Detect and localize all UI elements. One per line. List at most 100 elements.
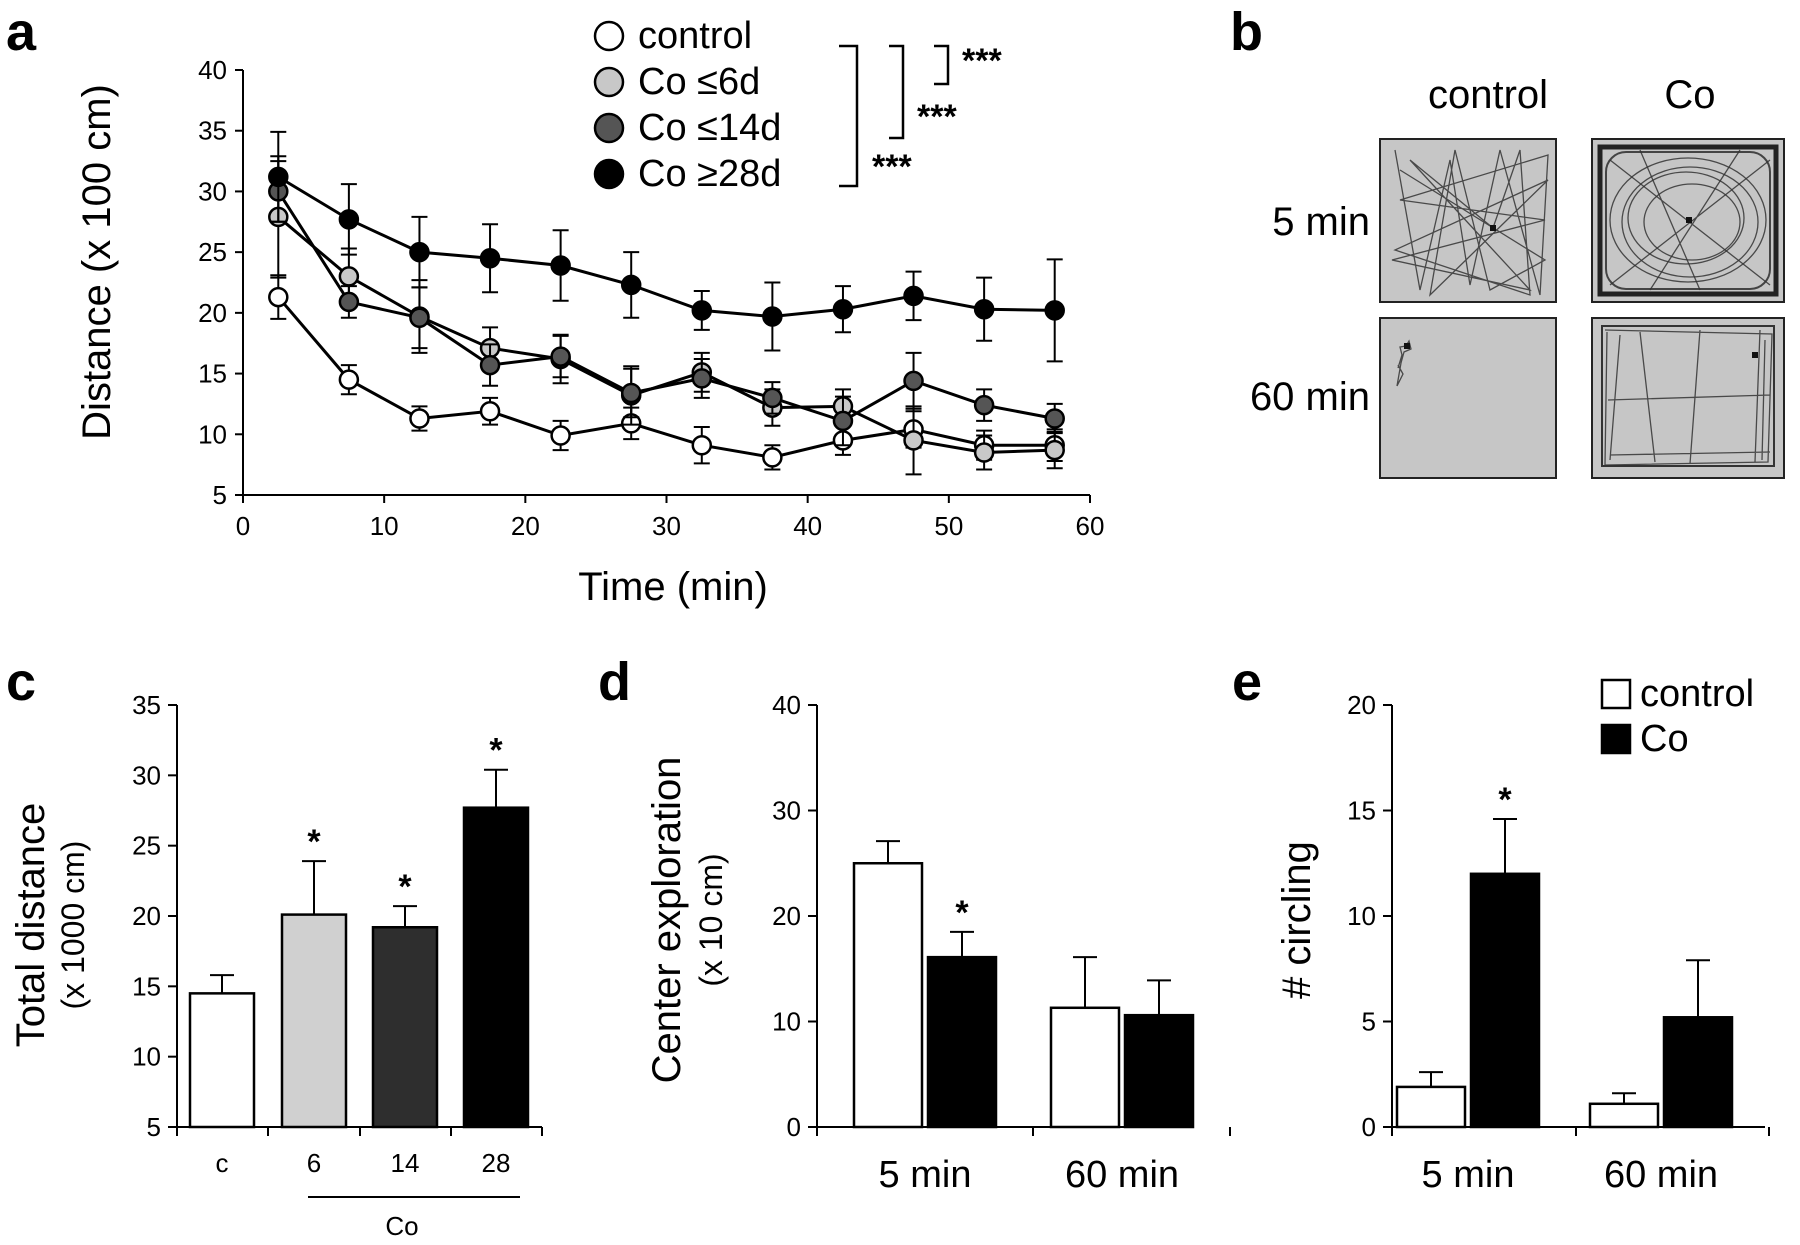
panel-a-ytick-label: 40: [198, 55, 227, 85]
data-point: [620, 274, 642, 296]
ytick-label: 5: [147, 1112, 161, 1142]
panel-a-ytick-label: 30: [198, 176, 227, 206]
data-point: [832, 298, 854, 320]
panel-letter-a: a: [6, 2, 37, 62]
category-label: c: [216, 1148, 229, 1178]
data-point: [903, 430, 924, 451]
panel-c-plot: 5 10 15 20 25 30 35 c * 6 * 14 * 28: [132, 690, 543, 1198]
ytick-label: 5: [1362, 1007, 1376, 1037]
arena-marker: [1686, 217, 1692, 223]
panel-a-axes: 5 10 15 20 25 30 35 40 0 10 20 30 40 50 60: [198, 55, 1104, 541]
legend-label: Co ≤6d: [638, 61, 760, 103]
data-point: [409, 307, 430, 328]
ytick-label: 40: [772, 690, 801, 720]
data-point: [338, 209, 360, 230]
panel-b-col-label-co: Co: [1664, 73, 1715, 117]
data-point: [903, 370, 924, 392]
data-point: [691, 300, 713, 321]
data-point: [973, 442, 995, 463]
significance-star: *: [307, 823, 321, 861]
ytick-label: 0: [787, 1112, 801, 1142]
ytick-label: 20: [1347, 690, 1376, 720]
panel-d-ylabel: Center exploration: [645, 757, 689, 1084]
panel-b-track-plots: control Co 5 min 60 min: [1250, 73, 1785, 479]
legend-label: Co ≥28d: [638, 153, 781, 195]
data-point: [691, 368, 713, 389]
data-point: [973, 298, 995, 320]
panel-a-ytick-label: 15: [198, 359, 227, 389]
legend-marker: [593, 158, 625, 190]
panel-a-series: [268, 130, 1065, 476]
significance-bracket: [839, 44, 859, 188]
ytick-label: 15: [132, 971, 161, 1001]
data-point: [409, 241, 430, 263]
category-label: 14: [391, 1148, 420, 1178]
series-line: [277, 190, 1055, 423]
ytick-label: 0: [1362, 1112, 1376, 1142]
legend-label: control: [638, 15, 752, 57]
panel-a-xtick-label: 30: [652, 511, 681, 541]
arena-control-5min: [1379, 138, 1557, 303]
ytick-label: 10: [772, 1007, 801, 1037]
panel-a-ytick-label: 5: [213, 480, 227, 510]
bar-28: [462, 806, 530, 1129]
series-3: [268, 130, 1065, 363]
panel-a-ytick-label: 20: [198, 298, 227, 328]
panel-c-ylabel-units: (x 1000 cm): [55, 841, 91, 1010]
arena-co-5min: [1591, 138, 1785, 303]
panel-e-bar-chart: 0 5 10 15 20 * 5 min 60 min # circling controlC…: [1275, 673, 1770, 1196]
data-point: [973, 394, 995, 416]
panel-b-row-label-60min: 60 min: [1250, 375, 1370, 419]
data-point: [338, 369, 360, 390]
panel-a-ylabel: Distance (x 100 cm): [75, 84, 119, 440]
panel-a-significance: *********: [839, 42, 1002, 188]
ytick-label: 10: [132, 1042, 161, 1072]
arena-marker: [1752, 352, 1758, 358]
data-point: [550, 255, 571, 276]
data-point: [691, 434, 713, 456]
significance-stars: ***: [962, 42, 1002, 80]
panel-e-plot: 0 5 10 15 20 * 5 min 60 min: [1347, 690, 1770, 1196]
panel-a-xtick-label: 10: [370, 511, 399, 541]
arena-control-60min: [1379, 317, 1557, 479]
ytick-label: 20: [132, 901, 161, 931]
significance-star: *: [489, 732, 503, 770]
data-point: [479, 400, 501, 422]
panel-a-xlabel: Time (min): [578, 565, 768, 609]
bar-Co-60 min: [1662, 1016, 1734, 1129]
category-label: 6: [307, 1148, 321, 1178]
panel-c-group-label: Co: [385, 1211, 418, 1241]
arena-marker: [1490, 225, 1496, 231]
panel-c-ylabel: Total distance: [9, 803, 53, 1048]
panel-e-ylabel: # circling: [1275, 841, 1319, 999]
panel-d-ylabel-units: (x 10 cm): [693, 853, 729, 986]
series-2: [268, 160, 1065, 447]
series-line: [277, 296, 1055, 459]
data-point: [1044, 408, 1065, 429]
legend-label: control: [1640, 673, 1754, 715]
panel-a-xtick-label: 50: [934, 511, 963, 541]
panel-d-plot: 0 10 20 30 40 * 5 min 60 min: [772, 690, 1231, 1196]
panel-a-xtick-label: 20: [511, 511, 540, 541]
data-point: [1044, 300, 1065, 321]
series-line: [277, 175, 1055, 319]
legend-marker: [593, 112, 625, 144]
panel-letter-b: b: [1230, 2, 1263, 62]
arena-co-60min: [1591, 317, 1785, 479]
data-point: [268, 166, 289, 188]
significance-star: *: [398, 868, 412, 906]
panel-a-xtick-label: 0: [236, 511, 250, 541]
series-1: [268, 155, 1065, 476]
bar-control-5 min: [852, 862, 924, 1129]
panel-a-ytick-label: 10: [198, 419, 227, 449]
legend-label: Co ≤14d: [638, 107, 781, 149]
data-point: [762, 387, 783, 409]
category-label: 60 min: [1604, 1154, 1718, 1196]
ytick-label: 30: [772, 796, 801, 826]
ytick-label: 35: [132, 690, 161, 720]
bar-c: [188, 992, 256, 1129]
arena-marker: [1404, 343, 1410, 349]
series-line: [277, 215, 1055, 455]
